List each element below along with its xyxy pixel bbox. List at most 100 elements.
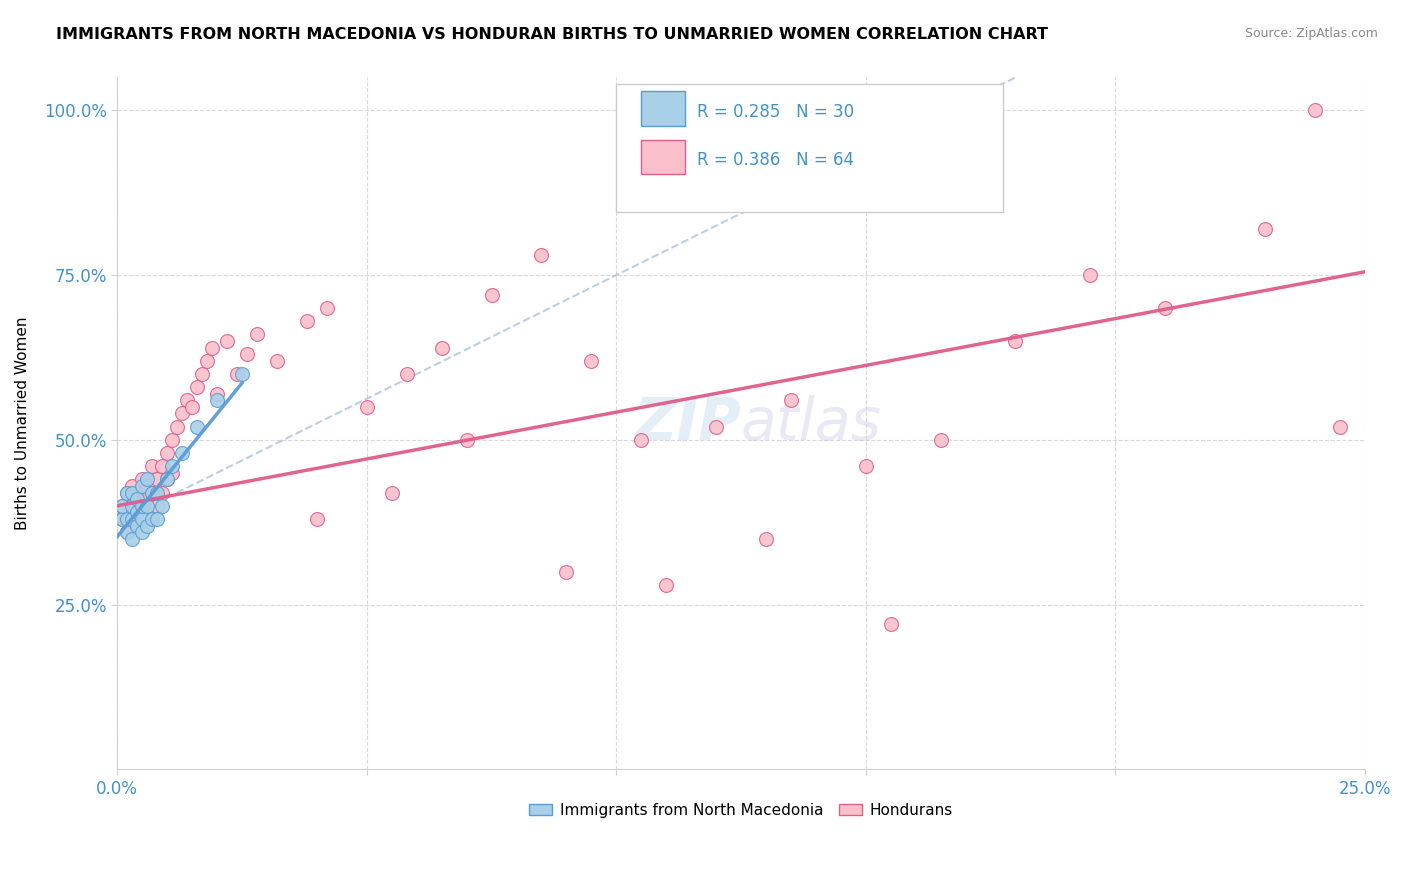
Y-axis label: Births to Unmarried Women: Births to Unmarried Women (15, 317, 30, 530)
Point (156, 446, 179, 460)
Point (1329, 419, 1351, 434)
Point (136, 518, 159, 533)
Point (146, 512, 169, 526)
Point (141, 512, 163, 526)
Point (246, 327, 269, 342)
Point (127, 492, 149, 507)
Point (150, 485, 173, 500)
Point (266, 353, 288, 368)
Text: ZIP: ZIP (634, 395, 741, 452)
Point (236, 347, 259, 361)
Point (172, 446, 194, 460)
Point (146, 472, 169, 486)
Text: R = 0.386   N = 64: R = 0.386 N = 64 (697, 152, 855, 169)
Text: IMMIGRANTS FROM NORTH MACEDONIA VS HONDURAN BIRTHS TO UNMARRIED WOMEN CORRELATIO: IMMIGRANTS FROM NORTH MACEDONIA VS HONDU… (56, 27, 1049, 42)
Point (121, 512, 143, 526)
Point (146, 485, 169, 500)
Point (186, 380, 208, 394)
Point (176, 393, 198, 408)
Point (186, 419, 208, 434)
Point (555, 565, 578, 579)
Point (131, 512, 153, 526)
Point (430, 341, 453, 355)
Point (131, 499, 153, 513)
Point (150, 499, 173, 513)
Point (704, 419, 727, 434)
Point (136, 479, 159, 493)
Point (191, 367, 214, 381)
Point (111, 499, 134, 513)
Point (530, 248, 553, 262)
Point (111, 512, 134, 526)
Point (121, 532, 143, 546)
Point (136, 472, 159, 486)
Point (141, 485, 163, 500)
Point (117, 485, 139, 500)
Point (136, 492, 159, 507)
Point (181, 400, 204, 414)
Point (630, 433, 652, 447)
Point (127, 505, 149, 519)
Point (136, 499, 159, 513)
Point (1303, 103, 1326, 118)
Point (929, 433, 952, 447)
Point (117, 512, 139, 526)
Point (121, 499, 143, 513)
Point (160, 459, 183, 474)
Point (1154, 301, 1177, 315)
Point (117, 525, 139, 540)
Point (131, 525, 153, 540)
Point (172, 407, 194, 421)
Point (655, 578, 678, 592)
Point (855, 459, 877, 474)
Text: Source: ZipAtlas.com: Source: ZipAtlas.com (1244, 27, 1378, 40)
Point (880, 617, 903, 632)
Point (141, 512, 163, 526)
Point (156, 472, 179, 486)
Point (755, 532, 778, 546)
Point (127, 485, 149, 500)
Point (146, 499, 169, 513)
Point (156, 472, 179, 486)
Point (780, 393, 803, 408)
Text: atlas: atlas (741, 395, 882, 452)
Point (205, 386, 228, 401)
Point (141, 485, 163, 500)
Point (117, 525, 139, 540)
Point (1078, 268, 1101, 282)
Point (111, 499, 134, 513)
Point (381, 485, 404, 500)
Bar (641, 140, 685, 174)
Point (160, 466, 183, 480)
Point (315, 301, 337, 315)
Point (456, 433, 478, 447)
Point (305, 512, 328, 526)
Point (581, 353, 603, 368)
Point (131, 472, 153, 486)
Point (166, 419, 188, 434)
Point (121, 479, 143, 493)
Point (295, 314, 318, 328)
Point (111, 512, 134, 526)
Point (231, 367, 253, 381)
Point (160, 433, 183, 447)
Point (127, 518, 149, 533)
Point (205, 393, 228, 408)
Point (117, 485, 139, 500)
Point (121, 499, 143, 513)
Point (131, 479, 153, 493)
Point (150, 459, 173, 474)
Bar (641, 91, 685, 126)
Legend: Immigrants from North Macedonia, Hondurans: Immigrants from North Macedonia, Hondura… (523, 797, 959, 824)
Point (481, 288, 503, 302)
Point (195, 353, 218, 368)
Point (201, 341, 224, 355)
Point (141, 459, 163, 474)
Point (127, 505, 149, 519)
Point (121, 485, 143, 500)
Point (395, 367, 418, 381)
Point (356, 400, 378, 414)
Text: R = 0.285   N = 30: R = 0.285 N = 30 (697, 103, 855, 121)
Point (1004, 334, 1026, 348)
Point (121, 512, 143, 526)
